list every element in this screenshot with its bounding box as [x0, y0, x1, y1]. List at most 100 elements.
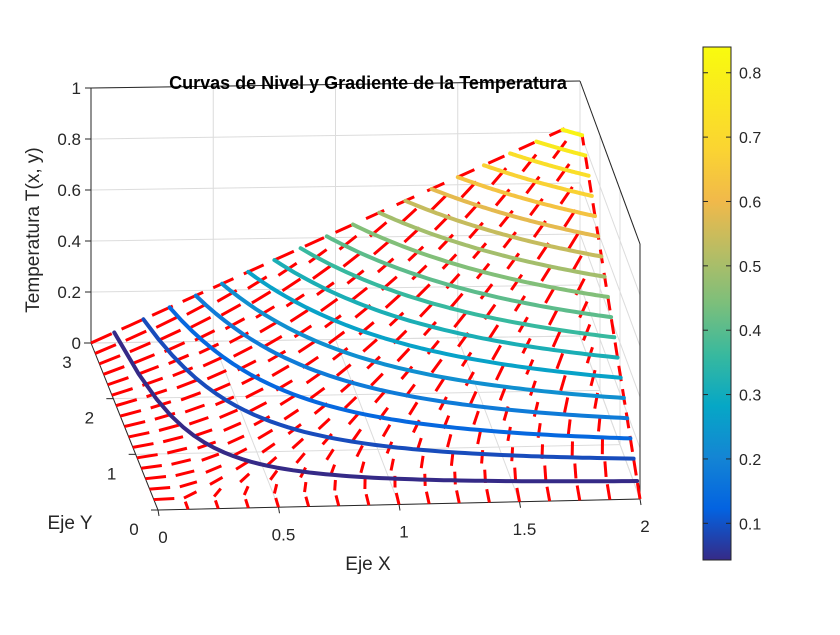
gradient-arrow [626, 413, 629, 429]
gradient-arrow [432, 360, 442, 373]
gradient-arrow [534, 402, 538, 417]
gradient-arrow [129, 433, 150, 437]
gradient-arrow [159, 425, 179, 430]
gradient-arrow [210, 477, 223, 484]
gradient-arrow [299, 342, 315, 353]
gradient-arrow [351, 288, 367, 301]
gradient-arrow [391, 459, 393, 471]
contour-line [563, 130, 583, 136]
gradient-arrow [292, 439, 303, 449]
gradient-arrow [568, 233, 578, 250]
gradient-arrow [108, 378, 129, 385]
gradient-arrow [180, 482, 197, 487]
gradient-arrow [176, 471, 195, 476]
colorbar-tick-label: 0.4 [739, 323, 761, 340]
gradient-arrow [305, 482, 306, 492]
gradient-arrow [374, 241, 390, 255]
gradient-arrow [167, 448, 187, 453]
x-axis-label: Eje X [345, 554, 391, 575]
gradient-arrow [386, 295, 400, 308]
gradient-arrow [280, 395, 295, 404]
x-tick-label: 1 [399, 523, 408, 542]
y-tick-label: 3 [62, 353, 71, 372]
gradient-arrow [591, 370, 595, 386]
gradient-arrow [185, 502, 188, 510]
gradient-arrow [95, 345, 116, 354]
gradient-arrow [224, 423, 241, 430]
colorbar-tick-label: 0.8 [739, 66, 761, 83]
chart-title: Curvas de Nivel y Gradiente de la Temper… [169, 73, 568, 93]
z-tick-label: 1 [72, 79, 81, 98]
gradient-arrow [264, 336, 282, 346]
gradient-arrow [343, 253, 360, 266]
gradient-arrow [154, 499, 175, 500]
z-tick-label: 0.4 [57, 232, 81, 251]
z-axis-label: Temperatura T(x, y) [23, 147, 44, 312]
z-tick-label: 0.8 [57, 130, 81, 149]
gradient-arrow [270, 471, 277, 480]
gradient-arrow [207, 371, 226, 379]
gradient-arrow [455, 472, 456, 485]
gradient-arrow [421, 456, 423, 468]
box-edge [580, 81, 640, 244]
gradient-arrow [577, 485, 580, 500]
gradient-arrow [611, 319, 613, 334]
gradient-arrow [561, 375, 565, 390]
gradient-arrow [133, 444, 154, 448]
gradient-arrow [426, 492, 429, 504]
gradient-arrow [160, 330, 180, 339]
gradient-arrow [311, 388, 325, 398]
gradient-arrow [112, 389, 133, 396]
gradient-arrow [234, 347, 253, 357]
gradient-arrow [240, 474, 249, 482]
gradient-arrow [99, 356, 120, 364]
gradient-arrow [409, 402, 417, 414]
colorbar-tick-label: 0.6 [739, 194, 761, 211]
gradient-arrow [120, 411, 141, 416]
gradient-arrow [336, 495, 339, 505]
grid-layer [91, 81, 640, 510]
gradient-arrow [549, 309, 557, 325]
gradient-arrow [252, 292, 271, 303]
colorbar-gradient [703, 47, 731, 560]
gradient-arrow [557, 353, 563, 368]
gradient-arrow [177, 380, 197, 388]
colorbar-tick-label: 0.3 [739, 388, 761, 405]
gradient-arrow [321, 299, 338, 311]
gradient-arrow [244, 486, 248, 495]
z-tick-label: 0 [72, 334, 81, 353]
colorbar: 0.10.20.30.40.50.60.70.8 [703, 47, 761, 560]
x-tick [279, 507, 280, 513]
gradient-arrow [371, 374, 383, 386]
gradient-arrow [457, 490, 460, 503]
y-tick-label: 0 [129, 520, 138, 539]
gradient-arrow [203, 357, 222, 366]
contour-lines-layer [114, 130, 637, 482]
gradient-arrow [214, 489, 221, 497]
gradient-arrow [125, 422, 146, 427]
gradient-arrow [220, 410, 238, 418]
gradient-arrow [436, 378, 444, 391]
x-tick-label: 0 [158, 528, 167, 547]
x-tick [640, 499, 641, 505]
gradient-arrow [272, 366, 289, 376]
gradient-arrow [145, 477, 166, 479]
gradient-arrow [357, 446, 363, 457]
gradient-arrow [488, 156, 504, 163]
gradient-arrow [553, 331, 560, 346]
gradient-arrow [134, 355, 154, 363]
gradient-arrow [319, 419, 330, 429]
gradient-arrow [487, 489, 490, 502]
x-tick-label: 0.5 [272, 525, 296, 544]
z-tick-label: 0.2 [57, 283, 81, 302]
gradient-arrow [361, 462, 364, 473]
gradient-arrow [138, 366, 158, 374]
colorbar-tick-label: 0.7 [739, 130, 761, 147]
grid-line [580, 183, 640, 346]
colorbar-tick-label: 0.5 [739, 259, 761, 276]
gradient-arrow [420, 303, 433, 316]
y-tick-label: 1 [107, 464, 116, 483]
gradient-arrow [246, 499, 249, 508]
gradient-arrow [126, 331, 147, 340]
